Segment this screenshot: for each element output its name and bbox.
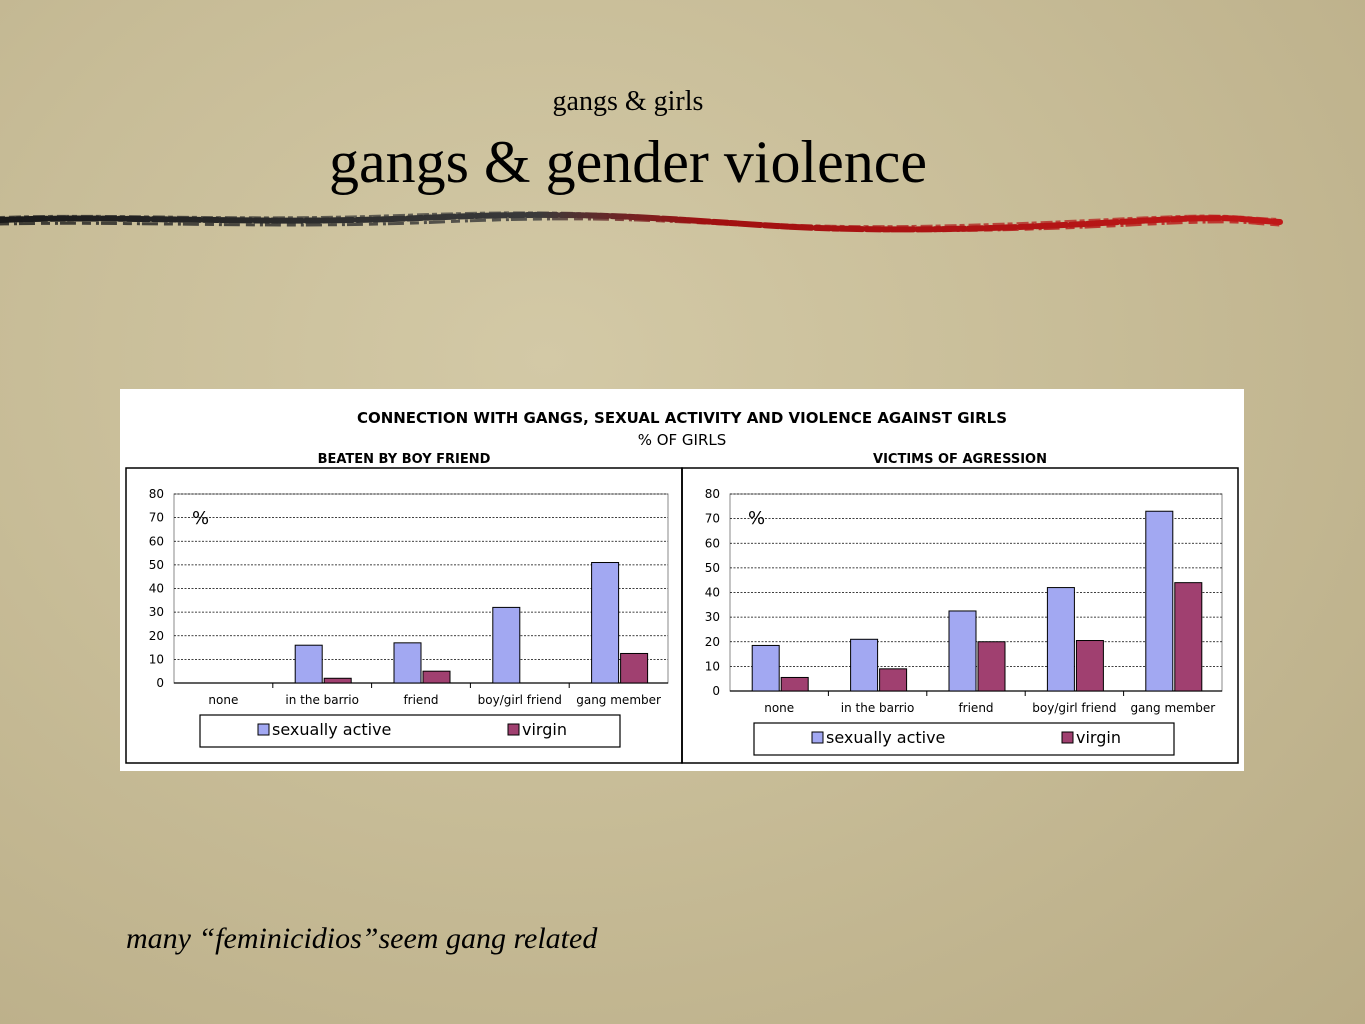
bar-virgin xyxy=(1075,640,1104,692)
y-tick-label: 10 xyxy=(705,659,720,673)
legend-box xyxy=(753,722,1175,756)
figure-title: CONNECTION WITH GANGS, SEXUAL ACTIVITY A… xyxy=(357,409,1007,427)
bar-sexually-active xyxy=(393,642,422,684)
y-tick-label: 30 xyxy=(149,605,164,619)
bar-sexually-active xyxy=(948,610,977,692)
chart-beaten-by-boyfriend: BEATEN BY BOY FRIEND 0 10 20 30 40 50 60 70 80% no… xyxy=(125,452,683,764)
y-tick-label: 60 xyxy=(705,536,720,550)
y-tick-label: 30 xyxy=(705,610,720,624)
y-tick-label: 40 xyxy=(705,586,720,600)
bar-sexually-active xyxy=(1046,587,1075,692)
x-tick-label: boy/girl friend xyxy=(1032,701,1116,715)
bar-sexually-active xyxy=(591,562,620,684)
bar-virgin xyxy=(323,677,352,684)
legend-label: sexually active xyxy=(272,720,391,739)
x-tick-label: in the barrio xyxy=(285,693,359,707)
y-tick-label: 0 xyxy=(156,676,164,690)
bar-virgin xyxy=(1174,582,1203,692)
legend-box xyxy=(199,714,621,748)
x-tick-label: none xyxy=(764,701,794,715)
chart-victims-of-agression: VICTIMS OF AGRESSION 0 10 20 30 40 50 60 70 80% no… xyxy=(681,452,1239,764)
bar-sexually-active xyxy=(492,606,521,684)
bar-sexually-active xyxy=(1145,510,1174,692)
legend-swatch xyxy=(1061,731,1074,744)
x-tick-label: gang member xyxy=(1130,701,1215,715)
x-tick-label: boy/girl friend xyxy=(478,693,562,707)
bar-sexually-active xyxy=(850,638,879,692)
x-tick-label: friend xyxy=(403,693,438,707)
bar-virgin xyxy=(422,670,451,684)
x-tick-label: friend xyxy=(958,701,993,715)
legend-swatch xyxy=(811,731,824,744)
y-tick-label: 20 xyxy=(149,629,164,643)
y-tick-label: 80 xyxy=(705,487,720,501)
chart-panel: CONNECTION WITH GANGS, SEXUAL ACTIVITY A… xyxy=(120,389,1244,771)
bar-sexually-active xyxy=(294,644,323,684)
gang-violence-charts: CONNECTION WITH GANGS, SEXUAL ACTIVITY A… xyxy=(125,409,1239,764)
x-tick-label: in the barrio xyxy=(841,701,915,715)
legend-swatch xyxy=(257,723,270,736)
y-axis-label: % xyxy=(748,508,765,529)
x-tick-label: gang member xyxy=(576,693,661,707)
brush-stroke-divider xyxy=(0,211,1283,233)
bar-virgin xyxy=(879,668,908,692)
slide-subtitle: gangs & girls xyxy=(552,86,704,117)
y-tick-label: 50 xyxy=(149,558,164,572)
bar-sexually-active xyxy=(751,644,780,692)
bar-virgin xyxy=(977,641,1006,692)
bar-virgin xyxy=(780,676,809,692)
slide-title: gangs & gender violence xyxy=(328,129,928,195)
y-tick-label: 70 xyxy=(149,511,164,525)
y-tick-label: 80 xyxy=(149,487,164,501)
y-tick-label: 10 xyxy=(149,652,164,666)
chart-title: VICTIMS OF AGRESSION xyxy=(873,452,1047,467)
y-tick-label: 50 xyxy=(705,561,720,575)
legend-label: sexually active xyxy=(826,728,945,747)
slide-caption: many “feminicidios”seem gang related xyxy=(126,922,598,955)
y-tick-label: 60 xyxy=(149,534,164,548)
x-tick-label: none xyxy=(208,693,238,707)
y-tick-label: 40 xyxy=(149,582,164,596)
y-tick-label: 70 xyxy=(705,512,720,526)
y-tick-label: 20 xyxy=(705,635,720,649)
legend-label: virgin xyxy=(522,720,567,739)
figure-subtitle: % OF GIRLS xyxy=(638,431,727,449)
y-axis-label: % xyxy=(192,508,209,529)
legend-label: virgin xyxy=(1076,728,1121,747)
legend-swatch xyxy=(507,723,520,736)
bar-virgin xyxy=(620,652,649,684)
chart-title: BEATEN BY BOY FRIEND xyxy=(318,452,491,467)
y-tick-label: 0 xyxy=(712,684,720,698)
